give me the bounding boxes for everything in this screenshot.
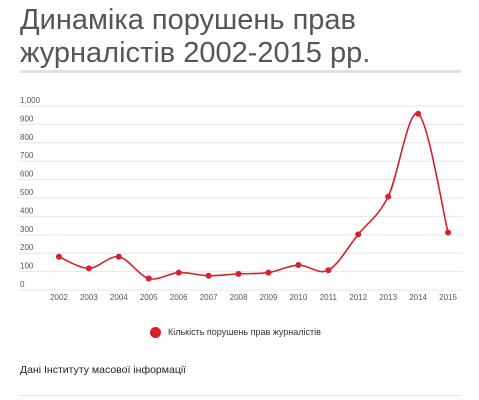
y-tick-label: 400 (20, 206, 34, 215)
y-tick-label: 100 (20, 262, 34, 271)
x-tick-label: 2003 (80, 293, 98, 302)
y-tick-label: 900 (20, 114, 34, 123)
data-point-2010[interactable] (295, 262, 302, 269)
x-tick-label: 2007 (200, 293, 218, 302)
data-point-2014[interactable] (415, 110, 422, 117)
y-tick-label: 800 (20, 133, 34, 142)
data-point-2002[interactable] (55, 253, 62, 260)
x-tick-label: 2014 (409, 293, 427, 302)
y-tick-label: 500 (20, 188, 34, 197)
y-tick-label: 600 (20, 170, 34, 179)
x-axis-ticks: 2002 2003 2004 2005 2006 2007 2008 2009 2010 2011… (50, 293, 457, 302)
y-axis-ticks: 0 100 200 300 400 500 600 700 800 900 1,000 (20, 96, 41, 289)
x-tick-label: 2009 (260, 293, 278, 302)
x-tick-label: 2002 (50, 293, 68, 302)
x-tick-label: 2013 (379, 293, 397, 302)
y-tick-label: 1,000 (20, 96, 41, 105)
series-points (55, 110, 452, 282)
data-point-2006[interactable] (175, 269, 182, 276)
grid-lines (18, 105, 463, 291)
data-point-2007[interactable] (205, 272, 212, 279)
data-point-2012[interactable] (355, 231, 362, 238)
source-note: Дані Інституту масової інформації (20, 364, 187, 376)
x-tick-label: 2004 (110, 293, 128, 302)
legend: Кількість порушень прав журналістів (150, 325, 321, 339)
x-tick-label: 2008 (230, 293, 248, 302)
data-point-2013[interactable] (385, 193, 392, 200)
y-tick-label: 0 (20, 280, 25, 289)
x-tick-label: 2006 (170, 293, 188, 302)
data-point-2004[interactable] (115, 253, 122, 260)
x-tick-label: 2012 (349, 293, 367, 302)
data-point-2015[interactable] (445, 229, 452, 236)
y-tick-label: 200 (20, 243, 34, 252)
data-point-2008[interactable] (235, 270, 242, 277)
y-tick-label: 300 (20, 225, 34, 234)
data-point-2011[interactable] (325, 267, 332, 274)
data-point-2009[interactable] (265, 269, 272, 276)
x-tick-label: 2010 (289, 293, 307, 302)
x-tick-label: 2011 (320, 293, 338, 302)
bottom-divider (20, 395, 461, 396)
legend-marker (150, 326, 161, 338)
data-point-2005[interactable] (145, 275, 152, 282)
legend-label: Кількість порушень прав журналістів (168, 327, 321, 337)
data-point-2003[interactable] (85, 265, 92, 272)
x-tick-label: 2015 (439, 293, 457, 302)
chart-title: Динаміка порушень прав журналістів 2002-… (20, 4, 371, 69)
title-divider (20, 70, 461, 73)
x-tick-label: 2005 (140, 293, 158, 302)
y-tick-label: 700 (20, 151, 34, 160)
